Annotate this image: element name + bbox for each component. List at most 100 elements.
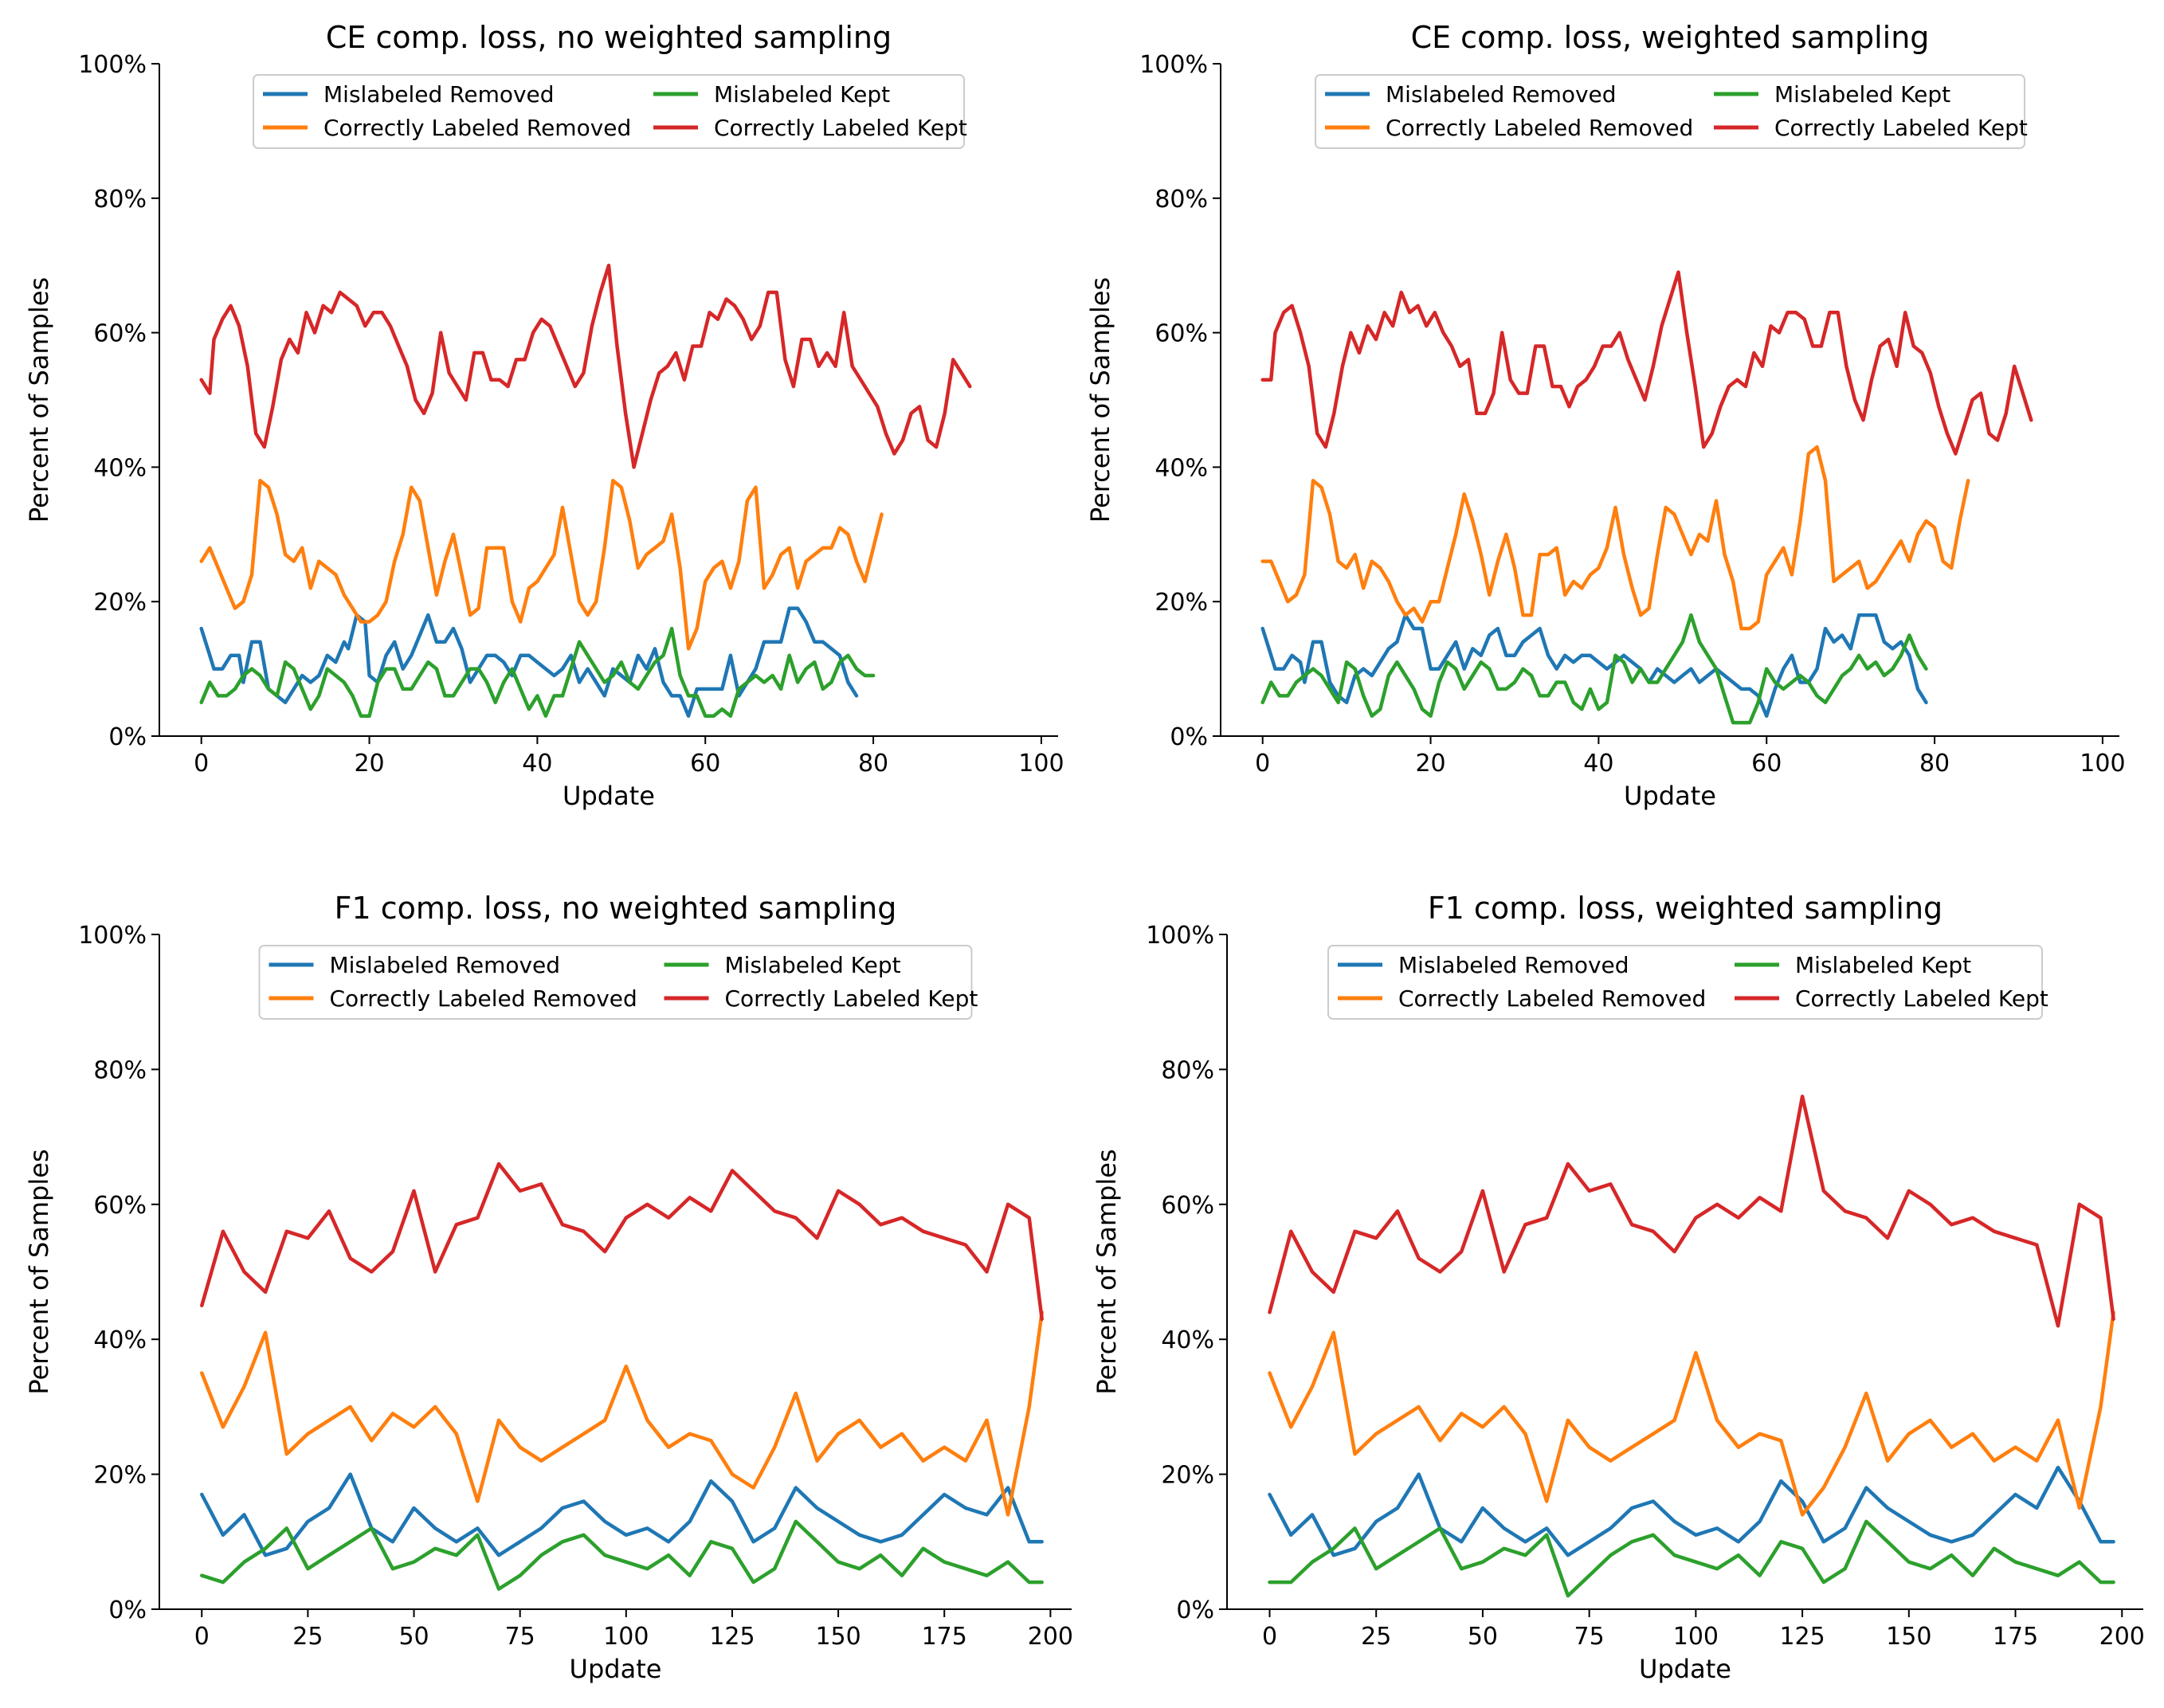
x-tick-label: 200: [2099, 1623, 2145, 1651]
x-tick-label: 0: [194, 750, 209, 778]
series-line-mislabeled-removed: [1260, 613, 1928, 718]
x-tick-label: 125: [1779, 1623, 1825, 1651]
series-line-mislabeled-kept: [1268, 1519, 2115, 1598]
chart-title: CE comp. loss, no weighted sampling: [326, 20, 892, 55]
y-tick-label: 0%: [1176, 1596, 1214, 1624]
x-tick-label: 50: [398, 1623, 429, 1651]
y-axis-label: Percent of Samples: [24, 1149, 54, 1394]
y-tick-label: 80%: [93, 1056, 147, 1084]
chart-title: F1 comp. loss, weighted sampling: [1428, 891, 1943, 926]
legend-label-mislabeled-removed: Mislabeled Removed: [1398, 952, 1629, 978]
series-line-mislabeled-removed: [1268, 1465, 2115, 1557]
chart-panel-3: F1 comp. loss, no weighted sampling 0% 20%…: [24, 891, 1073, 1684]
y-tick-label: 20%: [1161, 1462, 1214, 1490]
y-tick-label: 0%: [108, 723, 147, 751]
x-tick-label: 80: [858, 750, 888, 778]
x-tick-label: 40: [522, 750, 552, 778]
y-tick-label: 40%: [93, 454, 147, 482]
y-tick-label: 60%: [1161, 1192, 1214, 1220]
y-tick-label: 60%: [1155, 320, 1208, 348]
x-tick-label: 100: [1673, 1623, 1719, 1651]
x-tick-label: 25: [1361, 1623, 1391, 1651]
x-tick-label: 75: [1574, 1623, 1605, 1651]
x-tick-label: 25: [292, 1623, 323, 1651]
legend-box: [1315, 74, 2025, 149]
chart-panel-4: F1 comp. loss, weighted sampling 0% 20% 40%…: [1092, 891, 2145, 1684]
x-tick-label: 150: [815, 1623, 861, 1651]
series-line-mislabeled-kept: [200, 1519, 1044, 1591]
series-group: [200, 1162, 1044, 1591]
series-line-correctly-labeled-kept: [200, 1162, 1044, 1322]
y-tick-label: 60%: [93, 1192, 147, 1220]
y-tick-label: 100%: [1139, 51, 1208, 79]
y-axis-label: Percent of Samples: [24, 277, 54, 523]
y-tick-label: 40%: [93, 1326, 147, 1354]
x-tick-label: 100: [1018, 750, 1064, 778]
series-line-mislabeled-kept: [1260, 613, 1928, 725]
y-tick-label: 0%: [1170, 723, 1208, 751]
x-tick-label: 20: [1415, 750, 1445, 778]
legend-label-mislabeled-removed: Mislabeled Removed: [330, 952, 561, 978]
y-axis-label: Percent of Samples: [1085, 277, 1115, 523]
series-line-correctly-labeled-kept: [1268, 1095, 2115, 1328]
legend-label-mislabeled-kept: Mislabeled Kept: [725, 952, 901, 978]
legend-label-correctly-labeled-kept: Correctly Labeled Kept: [725, 985, 978, 1012]
series-line-mislabeled-kept: [199, 626, 876, 718]
legend-label-correctly-labeled-removed: Correctly Labeled Removed: [1386, 115, 1693, 141]
x-tick-label: 40: [1583, 750, 1613, 778]
series-line-correctly-labeled-removed: [200, 1310, 1044, 1517]
series-line-mislabeled-removed: [199, 606, 859, 718]
x-axis-label: Update: [570, 1654, 662, 1684]
x-tick-label: 100: [603, 1623, 649, 1651]
y-tick-label: 80%: [1161, 1056, 1214, 1084]
x-tick-label: 200: [1028, 1623, 1073, 1651]
legend-label-mislabeled-kept: Mislabeled Kept: [1795, 952, 1971, 978]
series-line-correctly-labeled-removed: [1260, 445, 1970, 631]
x-tick-label: 0: [1255, 750, 1270, 778]
y-axis-label: Percent of Samples: [1092, 1149, 1122, 1394]
x-tick-label: 60: [690, 750, 720, 778]
chart-panel-1: CE comp. loss, no weighted sampling 0% 20%…: [24, 20, 1064, 811]
chart-title: CE comp. loss, weighted sampling: [1411, 20, 1930, 55]
y-tick-label: 20%: [1155, 589, 1208, 617]
y-tick-label: 20%: [93, 589, 147, 617]
legend-label-mislabeled-kept: Mislabeled Kept: [714, 81, 890, 108]
y-tick-label: 80%: [93, 186, 147, 214]
x-tick-label: 75: [505, 1623, 535, 1651]
x-tick-label: 0: [194, 1623, 210, 1651]
y-tick-label: 60%: [93, 320, 147, 348]
x-axis-label: Update: [563, 781, 655, 811]
y-tick-label: 40%: [1155, 454, 1208, 482]
legend-label-correctly-labeled-removed: Correctly Labeled Removed: [323, 115, 631, 141]
series-line-mislabeled-removed: [200, 1472, 1044, 1557]
legend-box: [1327, 945, 2043, 1020]
x-tick-label: 0: [1262, 1623, 1277, 1651]
series-group: [1268, 1095, 2115, 1598]
series-line-correctly-labeled-kept: [199, 263, 972, 469]
x-tick-label: 175: [1993, 1623, 2038, 1651]
y-tick-label: 0%: [108, 1596, 147, 1624]
y-tick-label: 100%: [78, 922, 147, 950]
x-tick-label: 20: [354, 750, 384, 778]
x-tick-label: 100: [2080, 750, 2125, 778]
legend-label-correctly-labeled-kept: Correctly Labeled Kept: [1795, 985, 2048, 1012]
y-tick-label: 40%: [1161, 1326, 1214, 1354]
chart-panel-2: CE comp. loss, weighted sampling 0% 20% 40%…: [1085, 20, 2126, 811]
legend-label-correctly-labeled-kept: Correctly Labeled Kept: [714, 115, 967, 141]
x-axis-label: Update: [1639, 1654, 1731, 1684]
legend-box: [258, 945, 973, 1020]
legend-label-mislabeled-removed: Mislabeled Removed: [1386, 81, 1617, 108]
series-line-correctly-labeled-removed: [199, 479, 884, 651]
x-tick-label: 60: [1751, 750, 1782, 778]
series-group: [1260, 270, 2033, 725]
y-tick-label: 20%: [93, 1462, 147, 1490]
x-tick-label: 150: [1886, 1623, 1931, 1651]
legend-label-mislabeled-kept: Mislabeled Kept: [1774, 81, 1950, 108]
legend-label-correctly-labeled-removed: Correctly Labeled Removed: [330, 985, 637, 1012]
y-tick-label: 100%: [1146, 922, 1214, 950]
y-tick-label: 80%: [1155, 186, 1208, 214]
x-axis-label: Update: [1624, 781, 1716, 811]
x-tick-label: 125: [709, 1623, 755, 1651]
x-tick-label: 80: [1919, 750, 1950, 778]
